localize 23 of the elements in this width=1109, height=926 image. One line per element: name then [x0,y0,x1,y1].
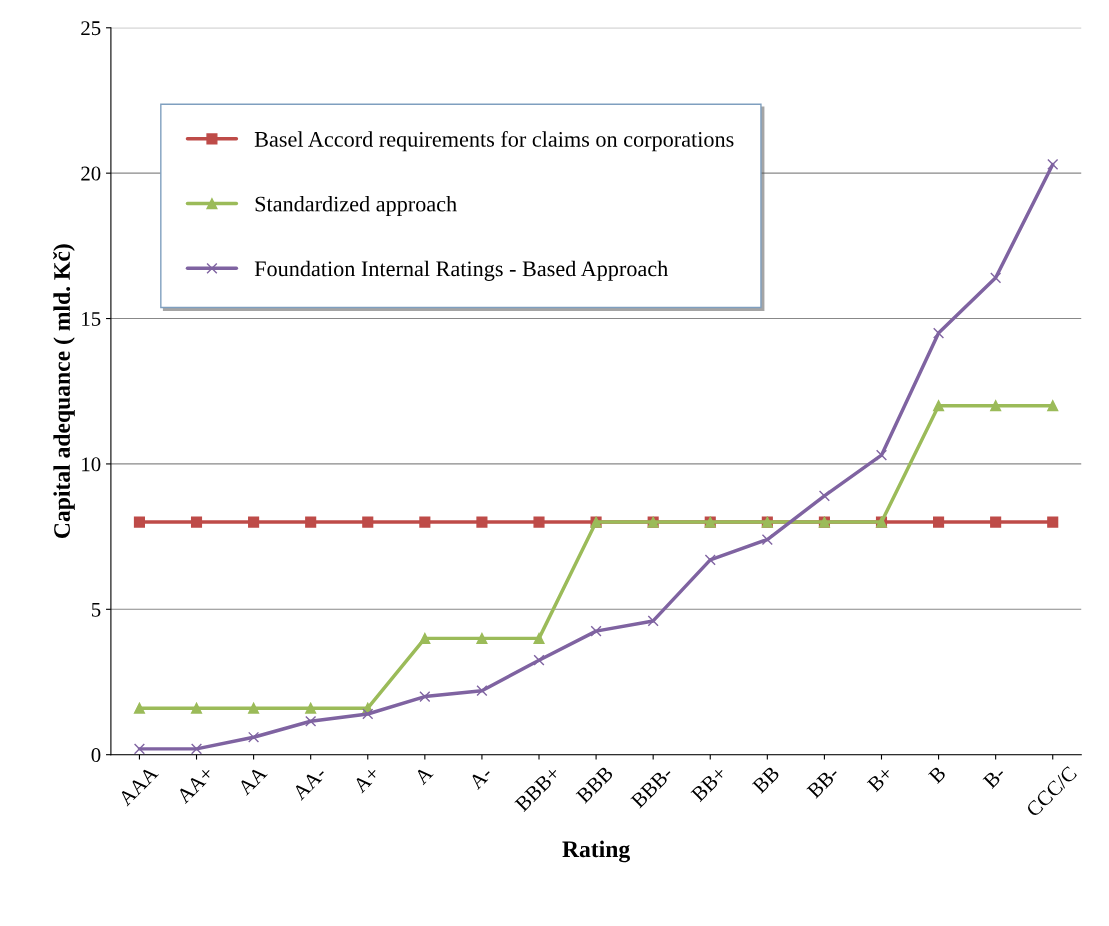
y-tick-label: 25 [81,21,101,36]
x-axis-title: Rating [562,840,630,863]
y-axis-title: Capital adequance ( mld. Kč) [53,244,75,538]
x-tick-label: A [413,765,434,786]
x-tick-label: AA [236,765,268,796]
y-tick-label: 5 [91,602,101,617]
x-tick-label: A+ [352,765,381,794]
legend-label: Foundation Internal Ratings - Based Approach [254,260,668,281]
y-tick-label: 0 [91,748,101,763]
x-tick-label: BB+ [690,765,728,803]
x-tick-label: A- [468,765,493,791]
y-tick-label: 15 [82,312,101,326]
y-tick-label: 10 [82,457,101,472]
x-tick-label: BB [751,765,781,794]
x-tick-label: B [927,765,947,785]
x-tick-label: BB- [806,765,840,799]
x-tick-label: B+ [866,765,894,793]
x-tick-label: AA+ [175,765,215,805]
legend-label: Standardized approach [255,195,457,217]
legend-label: Basel Accord requirements for claims on corporations [254,130,734,152]
x-tick-label: B- [982,765,1007,789]
y-tick-label: 20 [81,166,101,181]
x-tick-label: AA- [291,765,327,801]
